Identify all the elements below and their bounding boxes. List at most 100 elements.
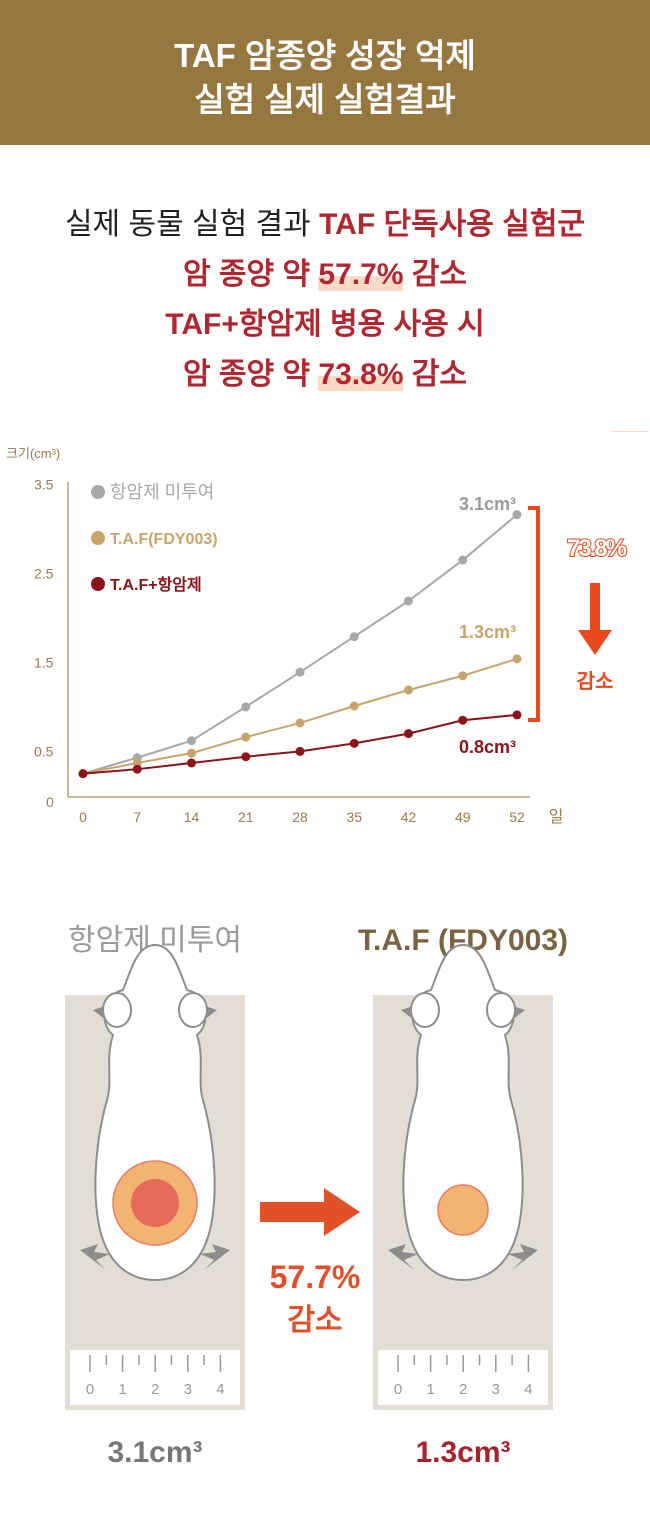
legend-marker (91, 531, 105, 545)
data-point (458, 555, 468, 565)
x-tick-label: 52 (509, 809, 525, 825)
y-tick-label: 0.5 (34, 744, 54, 760)
right-size: 1.3cm³ (415, 1436, 510, 1469)
title-banner: TAF 암종양 성장 억제 실험 실제 실험결과 (0, 0, 650, 145)
tumor (437, 1184, 489, 1236)
mouse-illustration (80, 943, 230, 1282)
legend-marker (91, 485, 105, 499)
data-point (512, 654, 522, 664)
x-tick-label: 7 (133, 809, 141, 825)
ruler-label: 1 (118, 1381, 126, 1398)
data-point (295, 718, 305, 728)
summary-line1-red: TAF 단독사용 실험군 (319, 208, 586, 241)
summary-line2-pre: 암 종양 약 (182, 258, 319, 291)
data-point (241, 702, 251, 712)
data-point (512, 710, 522, 720)
banner-title-line1: TAF 암종양 성장 억제 (174, 37, 476, 74)
reduction-value: 57.7% (270, 1259, 361, 1295)
x-tick-label: 35 (346, 809, 362, 825)
data-point (512, 510, 522, 520)
data-point (349, 632, 359, 642)
series-0 (78, 510, 522, 779)
paw-icon (80, 1244, 110, 1270)
data-point (295, 667, 305, 677)
summary-line4-post: 감소 (403, 358, 468, 391)
data-point (241, 752, 251, 762)
x-tick-label: 0 (79, 809, 87, 825)
legend-label: 항암제 미투여 (110, 482, 214, 502)
data-point (187, 736, 196, 746)
legend-marker (91, 577, 105, 591)
data-point (187, 758, 196, 768)
reduction-bracket (528, 506, 540, 722)
growth-chart: 크기(cm³) 0 0.5 1.5 2.5 3.5 0 7 14 21 28 35 42 49 52 일 항암제… (6, 446, 630, 826)
end-value-label: 1.3cm³ (459, 622, 516, 642)
ear (178, 992, 208, 1028)
mouse-body (402, 943, 524, 1282)
y-tick-label: 0 (46, 794, 54, 810)
data-point (349, 738, 359, 748)
legend-label: T.A.F+항암제 (110, 575, 202, 594)
data-point (404, 729, 413, 739)
summary-line1-black: 실제 동물 실험 결과 (64, 208, 320, 241)
series-2 (78, 710, 522, 779)
left-size: 3.1cm³ (107, 1436, 202, 1469)
x-tick-label: 28 (292, 809, 308, 825)
ruler-label: 3 (184, 1381, 192, 1398)
ruler-label: 4 (524, 1381, 532, 1398)
y-tick-label: 1.5 (34, 655, 54, 671)
banner-title-line2: 실험 실제 실험결과 (194, 81, 456, 118)
ruler-label: 2 (151, 1381, 159, 1398)
data-point (78, 769, 88, 779)
x-tick-label: 49 (455, 809, 471, 825)
summary-line2-post: 감소 (403, 258, 468, 291)
reduction-value: 73.8% (567, 535, 627, 562)
ear (102, 992, 132, 1028)
y-tick-label: 2.5 (34, 566, 54, 582)
reduction-text: 감소 (577, 670, 614, 693)
data-point (132, 758, 142, 768)
data-point (458, 671, 468, 681)
summary-value-57: 57.7% (318, 258, 404, 291)
mouse-illustration (388, 943, 538, 1282)
down-arrow-icon (578, 583, 612, 655)
ruler-label: 3 (492, 1381, 500, 1398)
ear (410, 992, 440, 1028)
data-point (295, 746, 305, 756)
summary-value-73: 73.8% (318, 358, 404, 391)
summary-line3: TAF+항암제 병용 사용 시 (165, 308, 485, 341)
tumor-inner (131, 1179, 179, 1227)
x-tick-label: 42 (401, 809, 417, 825)
data-point (187, 748, 196, 758)
paw-icon (508, 1244, 538, 1270)
paw-icon (200, 1244, 230, 1270)
x-axis-label: 일 (549, 808, 564, 826)
data-point (404, 685, 413, 695)
data-point (241, 732, 251, 742)
data-point (349, 701, 359, 711)
ear (486, 992, 516, 1028)
right-arrow-icon (260, 1188, 360, 1236)
legend-label: T.A.F(FDY003) (110, 531, 218, 548)
ruler-label: 1 (426, 1381, 434, 1398)
series-line (82, 513, 518, 775)
x-tick-label: 21 (238, 809, 254, 825)
end-value-label: 3.1cm³ (459, 494, 516, 514)
paw-icon (388, 1244, 418, 1270)
divider (612, 431, 648, 432)
end-value-label: 0.8cm³ (459, 737, 516, 757)
data-point (458, 715, 468, 725)
summary-text: 실제 동물 실험 결과 TAF 단독사용 실험군 암 종양 약 57.7% 감소… (0, 200, 650, 400)
data-point (132, 764, 142, 774)
reduction-text: 감소 (287, 1304, 342, 1337)
data-point (404, 596, 413, 606)
ruler-label: 0 (394, 1381, 402, 1398)
series-1 (78, 654, 522, 779)
ruler-label: 2 (459, 1381, 467, 1398)
right-panel: T.A.F (FDY003)0 1 2 3 41.3cm³ (358, 924, 568, 1469)
ruler-label: 0 (86, 1381, 94, 1398)
y-axis-label: 크기(cm³) (6, 446, 60, 461)
y-tick-label: 3.5 (34, 477, 54, 493)
